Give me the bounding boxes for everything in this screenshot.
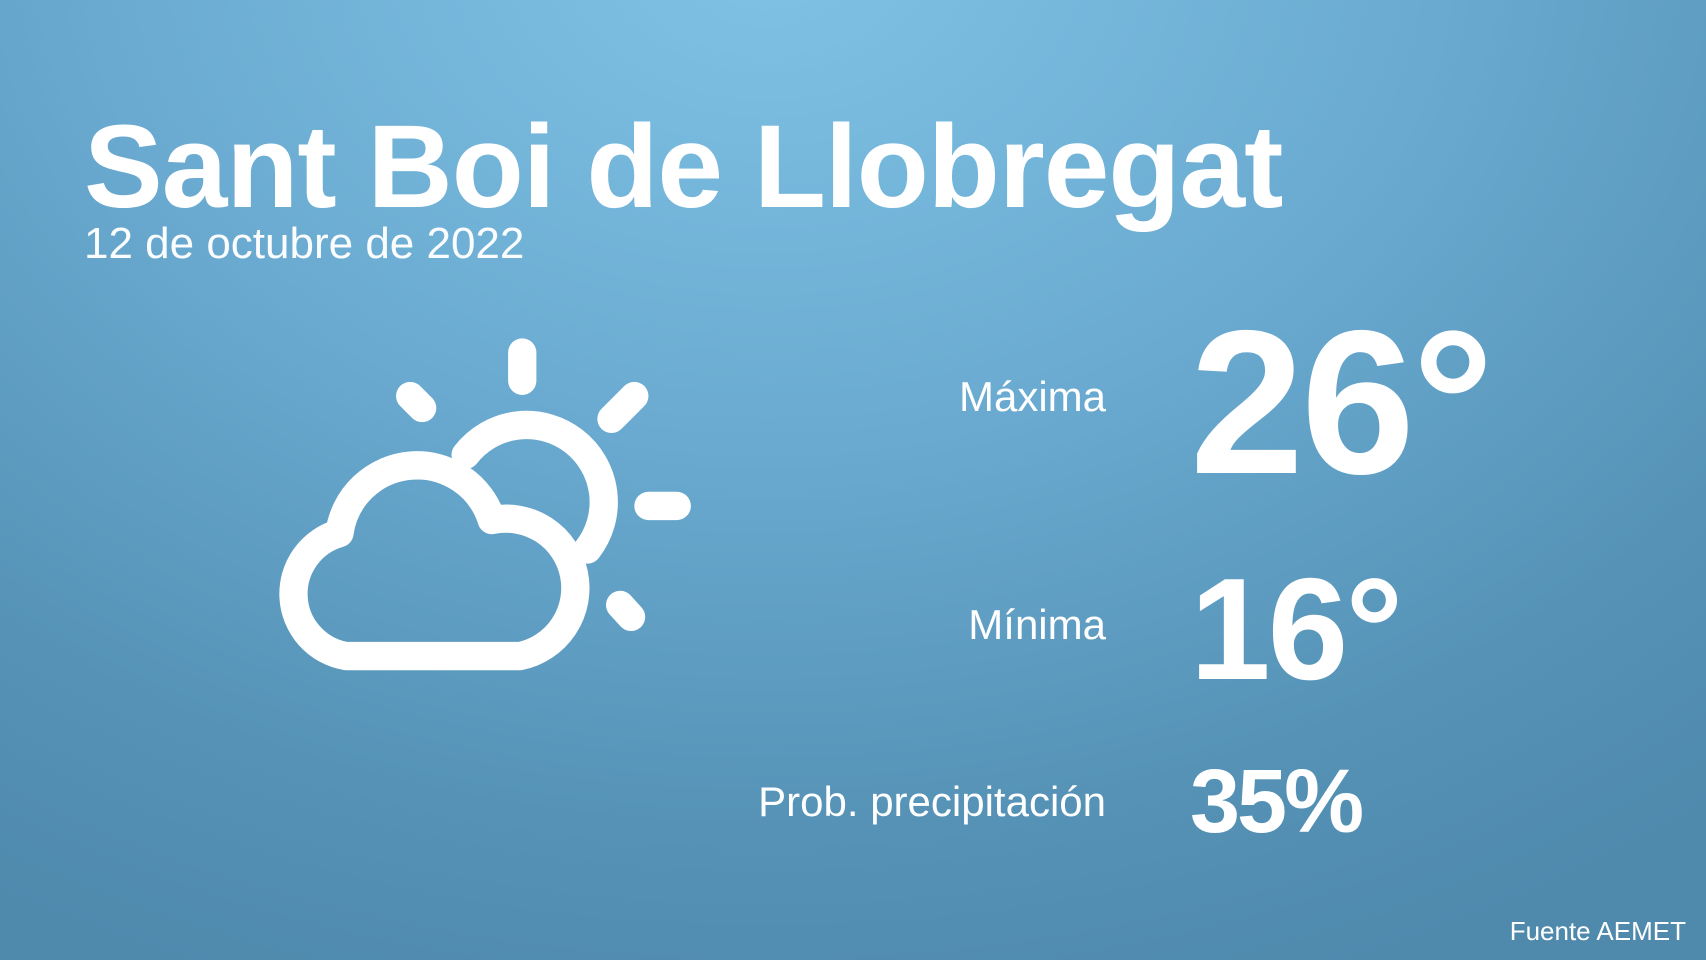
sun-ray <box>597 381 649 434</box>
max-temp-value: 26° <box>1190 288 1494 517</box>
source-credit: Fuente AEMET <box>1509 916 1686 946</box>
min-temp-label: Mínima <box>968 601 1106 648</box>
forecast-date: 12 de octubre de 2022 <box>84 219 525 268</box>
location-title: Sant Boi de Llobregat <box>84 101 1283 233</box>
max-temp-label: Máxima <box>958 373 1106 420</box>
sun-arc <box>451 410 618 564</box>
sun-ray <box>396 381 437 423</box>
precipitation-value: 35% <box>1190 752 1364 852</box>
precipitation-label: Prob. precipitación <box>758 778 1106 825</box>
sun-ray <box>606 590 646 632</box>
cloud-shape <box>279 451 590 671</box>
min-temp-value: 16° <box>1190 548 1403 710</box>
